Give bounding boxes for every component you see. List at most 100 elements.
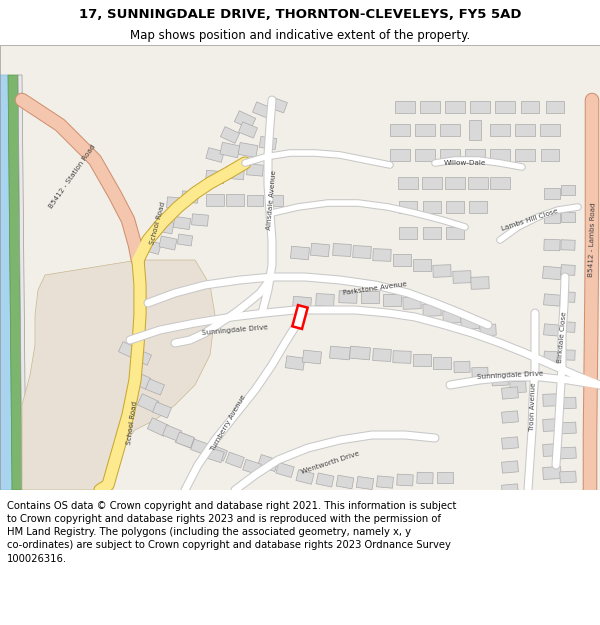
Bar [468,177,488,189]
Bar [316,294,334,306]
Text: Contains OS data © Crown copyright and database right 2021. This information is : Contains OS data © Crown copyright and d… [7,501,457,564]
Bar [465,149,485,161]
Bar [399,227,417,239]
Bar [398,177,418,189]
Bar [220,142,240,158]
Bar [148,418,169,436]
Bar [329,346,350,360]
Bar [561,185,575,195]
Bar [130,371,151,389]
Bar [542,466,562,479]
Bar [146,379,164,395]
Bar [542,419,562,431]
Bar [247,194,263,206]
Bar [373,349,391,361]
Bar [296,470,314,484]
Bar [480,324,496,336]
Bar [311,243,329,257]
Bar [383,294,401,306]
Polygon shape [8,75,22,490]
Bar [561,212,575,222]
Bar [143,239,161,254]
Bar [469,120,481,140]
Bar [226,452,244,468]
Bar [461,316,479,329]
Bar [440,124,460,136]
Bar [118,342,137,358]
Bar [247,164,263,176]
Bar [422,177,442,189]
Bar [561,264,575,276]
Bar [133,349,152,365]
Bar [502,484,518,496]
Bar [209,445,227,461]
Bar [470,101,490,113]
Text: B5412 - Station Road: B5412 - Station Road [47,144,97,210]
Bar [397,474,413,486]
Bar [561,292,575,302]
Bar [137,394,158,412]
Bar [285,356,305,370]
Bar [206,448,224,462]
Bar [152,402,172,418]
Text: 17, SUNNINGDALE DRIVE, THORNTON-CLEVELEYS, FY5 5AD: 17, SUNNINGDALE DRIVE, THORNTON-CLEVELEY… [79,8,521,21]
Bar [176,432,194,448]
Bar [235,111,256,129]
Bar [395,101,415,113]
Text: Sunningdale Drive: Sunningdale Drive [202,324,268,336]
Polygon shape [22,260,215,490]
Bar [472,368,488,379]
Bar [390,149,410,161]
Bar [176,432,194,448]
Bar [423,227,441,239]
Bar [339,291,357,303]
Bar [469,201,487,213]
Bar [220,127,239,143]
Bar [544,294,560,306]
Bar [440,149,460,161]
Text: School Road: School Road [126,401,138,445]
Bar [269,97,287,113]
Polygon shape [18,75,26,490]
Bar [471,277,489,289]
Bar [561,322,575,332]
Bar [433,265,451,278]
Bar [502,387,518,399]
Bar [560,422,576,434]
Text: Ainsdale Avenue: Ainsdale Avenue [266,170,278,230]
Bar [332,244,352,256]
Bar [445,101,465,113]
Bar [502,461,518,473]
Bar [178,234,193,246]
Text: Map shows position and indicative extent of the property.: Map shows position and indicative extent… [130,29,470,42]
Text: Parkstone Avenue: Parkstone Avenue [343,281,407,296]
Bar [302,350,322,364]
Bar [226,194,244,206]
Bar [290,246,310,260]
Bar [373,249,391,261]
Bar [253,102,271,118]
Text: B5412 - Lambs Road: B5412 - Lambs Road [587,202,596,278]
Bar [445,177,465,189]
Bar [454,361,470,372]
Bar [413,259,431,271]
Bar [423,201,441,213]
Bar [350,346,370,360]
Bar [521,101,539,113]
Bar [377,476,394,488]
Bar [510,381,526,393]
Text: Sunningdale Drive: Sunningdale Drive [476,370,544,380]
Text: Wentworth Drive: Wentworth Drive [300,451,360,475]
Bar [156,220,174,234]
Text: School Road: School Road [149,201,167,245]
Bar [544,324,560,336]
Bar [267,194,283,206]
Bar [403,297,421,309]
Bar [238,142,258,158]
Bar [546,101,564,113]
Bar [423,304,441,316]
Text: Troon Avenue: Troon Avenue [529,382,537,431]
Bar [420,101,440,113]
Bar [542,266,562,280]
Bar [415,124,435,136]
